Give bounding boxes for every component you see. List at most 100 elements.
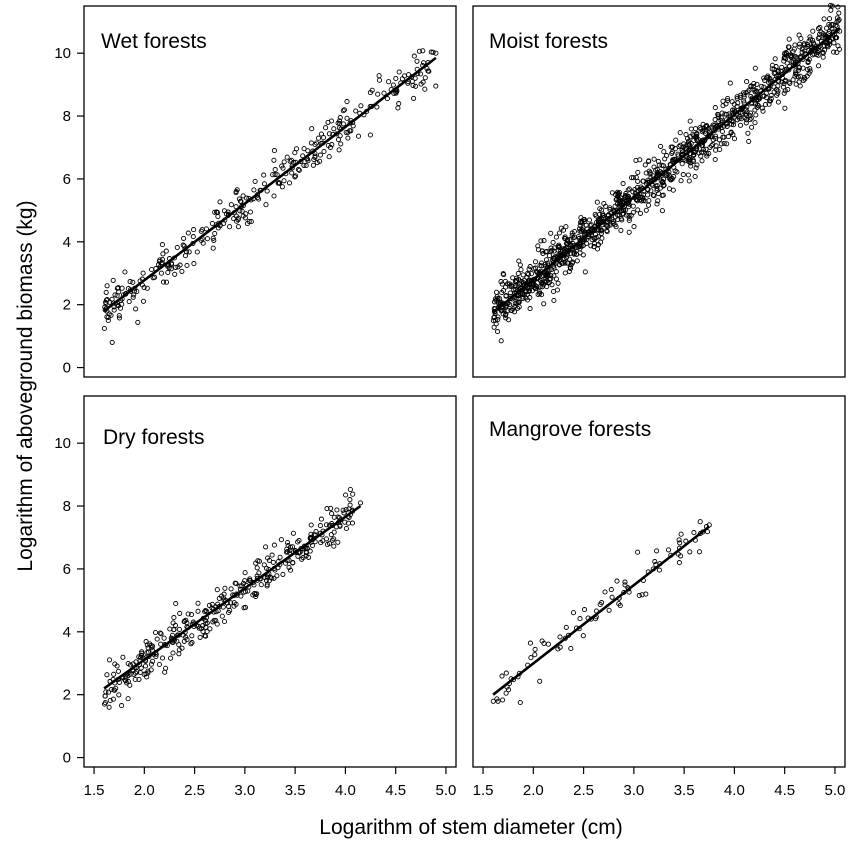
data-point: [712, 117, 718, 123]
data-point: [169, 261, 175, 267]
data-point: [700, 121, 706, 127]
data-point: [244, 220, 250, 227]
data-point: [659, 208, 665, 214]
data-point: [343, 492, 349, 498]
data-point: [308, 522, 314, 528]
data-point: [148, 643, 154, 649]
panel-4: 1.5 2.0 2.5 3.0 3.5 4.0 4.5 5.0 Mangrove forests: [472, 395, 846, 799]
data-point: [105, 689, 112, 695]
data-point: [195, 608, 201, 614]
data-point: [156, 661, 162, 668]
data-point: [535, 247, 541, 253]
data-point: [110, 696, 116, 702]
data-point: [101, 325, 107, 332]
regression-line: [103, 56, 437, 313]
data-point: [661, 149, 667, 155]
data-point: [725, 95, 731, 102]
data-point: [598, 239, 604, 245]
data-point: [143, 639, 149, 645]
regression-line: [492, 27, 841, 314]
panel-frame: [472, 5, 846, 378]
data-point: [634, 198, 640, 204]
data-point: [638, 184, 644, 190]
data-point: [185, 611, 191, 617]
data-point: [609, 594, 615, 600]
panel-2: Moist forests: [472, 2, 846, 378]
data-point: [109, 339, 115, 345]
data-point: [111, 671, 117, 677]
y-tick-label: 8: [63, 108, 71, 125]
data-point: [104, 672, 110, 678]
data-point: [355, 133, 362, 139]
data-point: [747, 110, 754, 116]
data-point: [676, 144, 682, 150]
data-point: [291, 159, 297, 165]
data-point: [553, 276, 559, 282]
y-tick-label: 2: [63, 687, 71, 704]
data-point: [279, 184, 285, 190]
panels: 0 2 4 6 8 10 Wet forests Moist forests 0 2 4 6 8 10 1.…: [54, 2, 846, 799]
data-point: [532, 646, 538, 652]
x-axis-title: Logarithm of stem diameter (cm): [319, 816, 622, 839]
data-point: [173, 601, 179, 607]
data-point: [228, 202, 234, 208]
data-point: [834, 19, 840, 25]
data-point: [413, 83, 419, 89]
data-point: [271, 148, 277, 154]
data-point: [340, 108, 346, 114]
panel-1: 0 2 4 6 8 10 Wet forests: [54, 5, 457, 378]
data-point: [597, 227, 603, 233]
data-point: [499, 281, 505, 287]
data-point: [796, 64, 802, 70]
data-point: [125, 696, 131, 702]
data-point: [626, 229, 632, 235]
panel-title: Moist forests: [489, 30, 608, 53]
y-tick-label: 6: [63, 561, 71, 578]
data-point: [424, 66, 430, 72]
data-point: [626, 213, 632, 219]
data-point: [348, 128, 354, 134]
data-point: [781, 81, 787, 87]
data-point: [546, 253, 552, 259]
data-point: [806, 38, 812, 44]
data-point: [305, 158, 311, 164]
data-point: [331, 514, 337, 520]
data-point: [329, 142, 335, 148]
data-point: [344, 115, 350, 121]
data-point: [796, 65, 803, 71]
data-point: [712, 156, 718, 163]
data-point: [347, 486, 353, 493]
data-point: [699, 158, 705, 164]
data-point: [657, 185, 663, 191]
data-point: [202, 609, 208, 615]
data-point: [242, 604, 249, 610]
data-point: [646, 158, 652, 164]
data-point: [622, 579, 628, 585]
data-point: [374, 104, 380, 110]
data-point: [796, 32, 802, 38]
data-point: [421, 60, 427, 66]
data-point: [136, 676, 142, 682]
data-point: [331, 536, 337, 542]
data-point: [337, 523, 343, 529]
data-point: [604, 228, 610, 234]
points: [490, 2, 843, 344]
data-point: [811, 42, 817, 48]
data-point: [525, 297, 531, 303]
data-point: [390, 82, 396, 88]
data-point: [759, 105, 765, 111]
data-point: [126, 299, 132, 305]
data-point: [762, 102, 769, 108]
data-point: [552, 254, 558, 260]
data-point: [247, 209, 253, 215]
data-point: [325, 142, 331, 149]
data-point: [495, 698, 501, 704]
data-point: [713, 133, 719, 139]
data-point: [242, 570, 248, 576]
data-point: [144, 285, 150, 291]
data-point: [333, 524, 339, 530]
data-point: [822, 33, 828, 39]
data-point: [544, 248, 550, 254]
data-point: [416, 48, 422, 54]
data-point: [236, 196, 242, 202]
